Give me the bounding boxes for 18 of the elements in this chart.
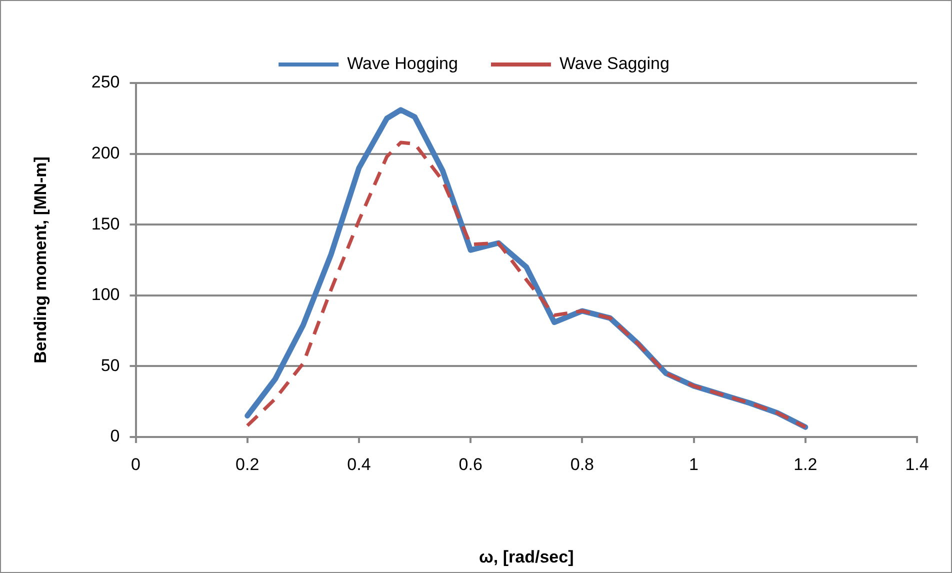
legend-label: Wave Hogging bbox=[347, 54, 458, 74]
y-tick-label: 250 bbox=[91, 72, 120, 92]
x-tick-label: 0.6 bbox=[458, 454, 482, 474]
y-tick-label: 100 bbox=[91, 285, 120, 304]
x-tick-label: 0.2 bbox=[236, 454, 260, 474]
y-tick-label: 150 bbox=[91, 214, 120, 234]
y-tick-label: 0 bbox=[110, 426, 120, 446]
y-axis-title: Bending moment, [MN-m] bbox=[30, 156, 50, 364]
x-tick-label: 1 bbox=[689, 454, 699, 474]
x-tick-label: 1.4 bbox=[905, 454, 929, 474]
y-tick-label: 200 bbox=[91, 143, 120, 162]
x-axis-title: ω, [rad/sec] bbox=[479, 547, 574, 566]
y-tick-label: 50 bbox=[100, 356, 120, 375]
x-tick-label: 0.4 bbox=[347, 454, 371, 474]
x-tick-label: 0 bbox=[131, 454, 140, 474]
x-tick-label: 0.8 bbox=[570, 454, 594, 474]
x-tick-label: 1.2 bbox=[794, 454, 818, 474]
legend-label: Wave Sagging bbox=[559, 54, 670, 74]
